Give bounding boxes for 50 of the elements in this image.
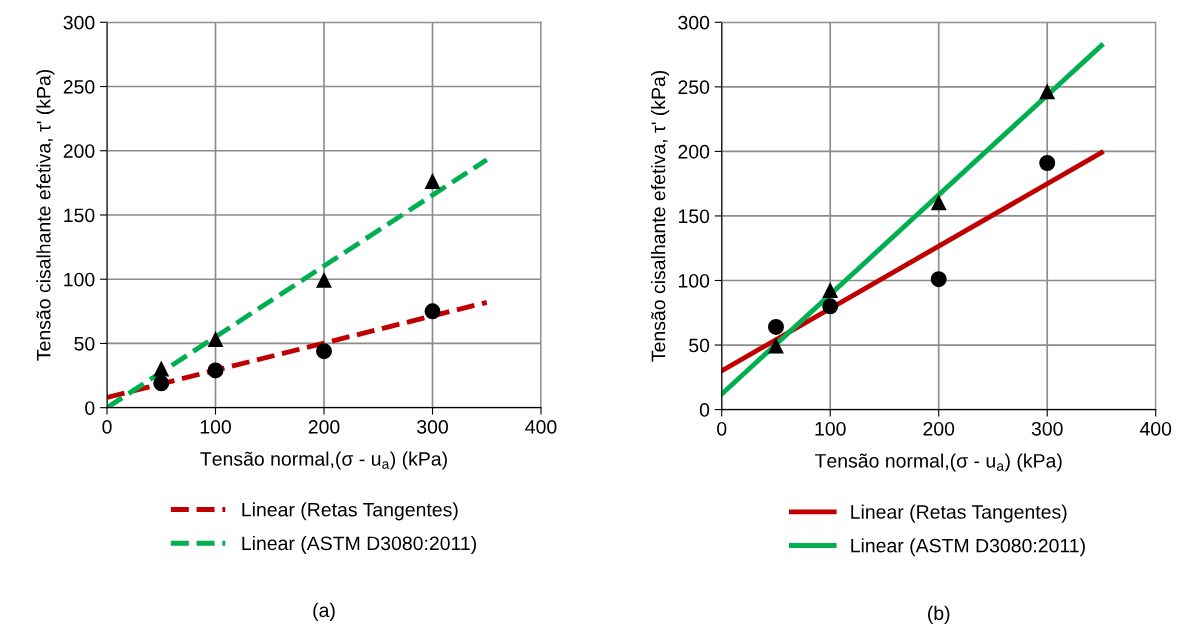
y-tick-label: 300 <box>678 15 710 30</box>
x-axis-title: Tensão normal,(σ - u$_{a}$) (kPa) <box>200 451 447 470</box>
x-tick-label: 200 <box>308 420 340 434</box>
y-axis-title: Tensão cisalhante efetiva, τ' (kPa) <box>651 70 670 362</box>
point <box>153 361 169 377</box>
point <box>1039 155 1056 171</box>
legend-label: Linear (Retas Tangentes) <box>242 502 458 521</box>
x-tick-label: 0 <box>717 421 727 436</box>
legend-label: Linear (ASTM D3080:2011) <box>851 538 1085 557</box>
y-tick-label: 0 <box>699 403 710 417</box>
x-tick-label: 200 <box>923 421 955 436</box>
point <box>153 375 170 392</box>
x-tick-label: 300 <box>417 420 448 434</box>
point <box>767 318 784 335</box>
y-tick-label: 250 <box>63 79 95 94</box>
y-tick-label: 250 <box>678 80 710 95</box>
legend-label: Linear (Retas Tangentes) <box>851 504 1067 523</box>
y-tick-label: 300 <box>63 15 95 30</box>
point <box>822 283 838 299</box>
point <box>931 195 947 211</box>
text: (b) <box>928 605 950 624</box>
point <box>930 271 947 288</box>
y-tick-label: 200 <box>63 144 95 158</box>
y-tick-label: 150 <box>678 209 710 224</box>
text: (a) <box>313 602 335 621</box>
x-tick-label: 100 <box>200 420 231 434</box>
y-tick-label: 150 <box>64 208 95 223</box>
x-tick-label: 300 <box>1031 421 1063 436</box>
point <box>316 273 332 288</box>
point <box>207 362 224 379</box>
x-tick-label: 0 <box>102 420 112 434</box>
y-tick-label: 100 <box>64 272 95 287</box>
y-tick-label: 50 <box>689 338 710 353</box>
y-tick-label: 200 <box>678 144 710 159</box>
point <box>208 332 223 347</box>
point <box>316 343 332 360</box>
point <box>1039 84 1055 100</box>
x-tick-label: 400 <box>525 420 557 434</box>
point <box>768 339 784 354</box>
x-tick-label: 100 <box>815 421 846 436</box>
point <box>425 174 440 189</box>
x-tick-label: 400 <box>1139 421 1172 436</box>
point <box>822 298 839 315</box>
y-axis-title: Tensão cisalhante efetiva, τ' (kPa) <box>36 69 55 361</box>
y-tick-label: 50 <box>74 336 95 351</box>
point <box>424 303 441 320</box>
y-tick-label: 0 <box>85 401 95 415</box>
x-axis-title: Tensão normal,(σ - u$_{a}$) (kPa) <box>815 453 1062 472</box>
y-tick-label: 100 <box>678 273 710 288</box>
legend-label: Linear (ASTM D3080:2011) <box>242 535 476 555</box>
